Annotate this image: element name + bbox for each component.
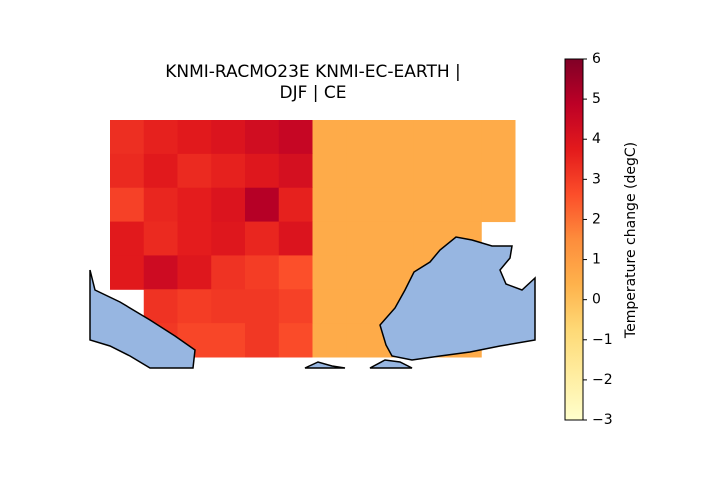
cell — [413, 120, 448, 155]
cell — [211, 289, 246, 324]
cell — [346, 289, 381, 324]
colorbar-tick-label: 2 — [592, 211, 601, 227]
colorbar-tick-label: −1 — [592, 332, 613, 348]
cell — [211, 255, 246, 290]
cell — [312, 255, 347, 290]
cell — [177, 255, 212, 290]
cell — [380, 221, 415, 256]
cell — [177, 289, 212, 324]
cell — [312, 323, 347, 358]
cell — [346, 120, 381, 155]
cell — [346, 221, 381, 256]
cell — [278, 153, 313, 189]
cell — [110, 187, 145, 223]
cell — [346, 255, 381, 290]
cell — [143, 153, 178, 189]
cell — [481, 187, 516, 223]
cell — [278, 221, 313, 256]
cell — [413, 187, 448, 223]
cell — [380, 187, 415, 223]
cell — [143, 120, 178, 155]
cell — [447, 187, 482, 223]
cell — [177, 187, 212, 223]
colorbar-tick-label: 4 — [592, 131, 601, 147]
cell — [447, 153, 482, 189]
cell — [278, 323, 313, 358]
colorbar — [564, 58, 584, 421]
colorbar-tick-label: −3 — [592, 412, 613, 428]
cell — [245, 153, 280, 189]
colorbar-label: Temperature change (degC) — [623, 142, 639, 339]
cell — [413, 153, 448, 189]
cell — [110, 221, 145, 256]
cell — [312, 187, 347, 223]
cell — [278, 187, 313, 223]
colorbar-tick-label: 3 — [592, 171, 601, 187]
cell — [346, 187, 381, 223]
cell — [245, 187, 280, 223]
cell — [346, 323, 381, 358]
cell — [177, 153, 212, 189]
cell — [245, 323, 280, 358]
colorbar-tick-label: 1 — [592, 252, 601, 268]
cell — [143, 187, 178, 223]
cell — [312, 153, 347, 189]
cell — [110, 153, 145, 189]
cell — [447, 120, 482, 155]
cell — [211, 153, 246, 189]
title-line: KNMI-RACMO23E KNMI-EC-EARTH | — [165, 62, 461, 82]
cell — [143, 221, 178, 256]
colorbar-tick-label: 0 — [592, 292, 601, 308]
cell — [245, 255, 280, 290]
cell — [278, 120, 313, 155]
cell — [481, 120, 516, 155]
cell — [211, 323, 246, 358]
title-line: DJF | CE — [279, 83, 346, 103]
cell — [346, 153, 381, 189]
cell — [312, 289, 347, 324]
cell — [177, 120, 212, 155]
cell — [110, 255, 145, 290]
cell — [380, 120, 415, 155]
cell — [481, 153, 516, 189]
cell — [211, 221, 246, 256]
colorbar-tick-label: −2 — [592, 372, 613, 388]
cell — [312, 221, 347, 256]
colorbar-tick-label: 5 — [592, 91, 601, 107]
cell — [380, 153, 415, 189]
cell — [245, 120, 280, 155]
cell — [211, 120, 246, 155]
cell — [143, 289, 178, 324]
cell — [211, 187, 246, 223]
cell — [312, 120, 347, 155]
cell — [278, 255, 313, 290]
cell — [245, 221, 280, 256]
cell — [110, 120, 145, 155]
sea — [89, 236, 536, 369]
colorbar-tick-label: 6 — [592, 51, 601, 67]
cell — [245, 289, 280, 324]
cell — [278, 289, 313, 324]
cell — [177, 221, 212, 256]
cell — [143, 255, 178, 290]
